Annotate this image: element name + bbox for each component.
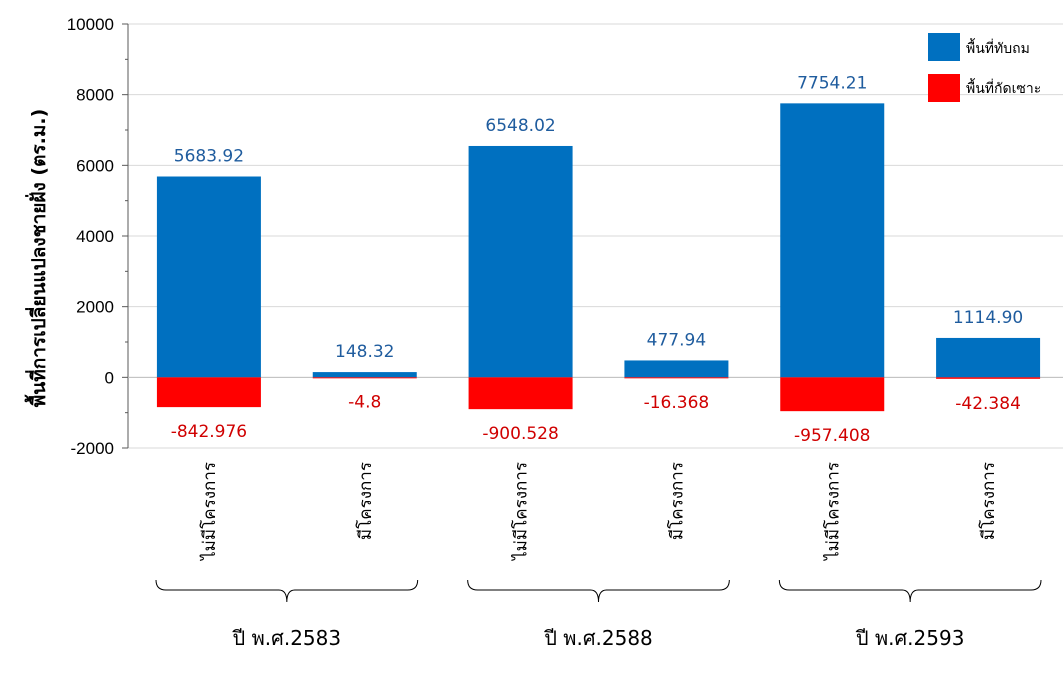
- category-label: มีโครงการ: [666, 462, 687, 540]
- bar-deposition: [624, 360, 729, 378]
- bar-deposition: [156, 176, 261, 378]
- category-label: ไม่มีโครงการ: [511, 462, 532, 562]
- y-tick-label: 10000: [67, 15, 114, 34]
- group-bracket: [778, 579, 1042, 603]
- data-label-erosion: -957.408: [794, 426, 870, 446]
- data-label-erosion: -842.976: [171, 422, 247, 442]
- legend: พื้นที่ทับถม พื้นที่กัดเซาะ: [928, 33, 1041, 102]
- legend-swatch-deposition: [928, 33, 960, 61]
- bar-deposition: [468, 145, 573, 378]
- bar-erosion: [156, 377, 261, 408]
- legend-label-deposition: พื้นที่ทับถม: [966, 38, 1030, 57]
- category-label: มีโครงการ: [978, 462, 999, 540]
- bars: [156, 103, 1041, 412]
- category-label: ไม่มีโครงการ: [199, 462, 220, 562]
- bar-erosion: [936, 377, 1041, 379]
- group-label: ปี พ.ศ.2593: [856, 626, 965, 650]
- y-axis-title: พื้นที่การเปลี่ยนแปลงชายฝั่ง (ตร.ม.): [24, 109, 50, 408]
- data-label-deposition: 6548.02: [485, 116, 555, 136]
- data-label-deposition: 477.94: [647, 330, 706, 350]
- y-tick-label: 2000: [76, 298, 114, 317]
- group-bracket: [155, 579, 419, 603]
- bar-erosion: [468, 377, 573, 410]
- data-label-erosion: -16.368: [644, 393, 710, 413]
- data-label-erosion: -42.384: [955, 394, 1021, 414]
- data-label-deposition: 1114.90: [953, 308, 1023, 328]
- group-label: ปี พ.ศ.2583: [232, 626, 341, 650]
- group-label: ปี พ.ศ.2588: [544, 626, 653, 650]
- bar-erosion: [780, 377, 885, 412]
- group-bracket: [467, 579, 730, 603]
- data-label-deposition: 148.32: [335, 342, 394, 362]
- data-labels: 5683.92 -842.976 148.32 -4.8 6548.02 -900.528…: [171, 73, 1024, 446]
- y-axis: -2000 0 2000 4000 6000 8000 10000: [67, 15, 1063, 458]
- legend-swatch-erosion: [928, 74, 960, 102]
- legend-label-erosion: พื้นที่กัดเซาะ: [966, 78, 1041, 97]
- y-tick-label: 4000: [76, 227, 114, 246]
- data-label-erosion: -4.8: [348, 393, 381, 413]
- data-label-erosion: -900.528: [482, 424, 558, 444]
- category-label: มีโครงการ: [355, 462, 376, 540]
- y-tick-label: -2000: [71, 439, 114, 458]
- bar-erosion: [312, 377, 417, 379]
- y-tick-label: 6000: [76, 156, 114, 175]
- category-axis: ไม่มีโครงการ มีโครงการ ไม่มีโครงการ มีโครงก…: [155, 462, 1042, 650]
- bar-deposition: [312, 372, 417, 378]
- data-label-deposition: 5683.92: [174, 147, 244, 167]
- y-tick-label: 8000: [76, 86, 114, 105]
- bar-deposition: [780, 103, 885, 378]
- data-label-deposition: 7754.21: [797, 73, 867, 93]
- category-label: ไม่มีโครงการ: [822, 462, 843, 562]
- bar-deposition: [936, 337, 1041, 378]
- gridlines: [128, 23, 1063, 449]
- y-tick-label: 0: [105, 368, 114, 387]
- bar-erosion: [624, 377, 729, 379]
